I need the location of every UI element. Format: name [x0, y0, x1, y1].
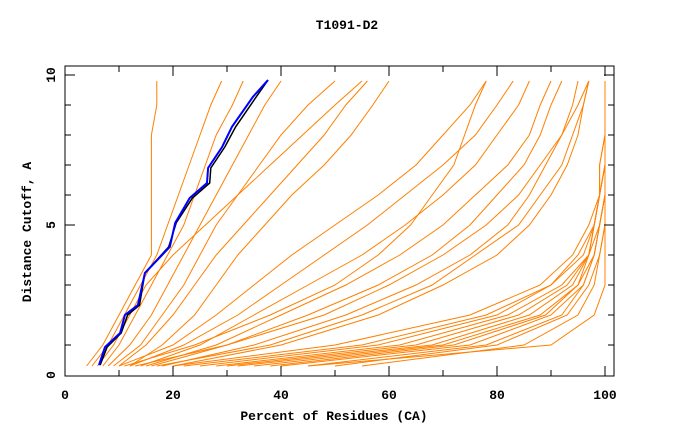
model-curve-2: [102, 80, 244, 367]
y-tick-label: 0: [44, 371, 59, 379]
model-curve-10: [140, 80, 530, 367]
model-curve-8: [118, 80, 487, 367]
y-axis-label: Distance Cutoff, A: [20, 162, 35, 303]
chart-title: T1091-D2: [316, 18, 379, 33]
x-tick-label: 80: [489, 388, 505, 403]
model-curve-16: [135, 80, 590, 367]
x-tick-label: 40: [273, 388, 289, 403]
highlight-curve: [98, 79, 269, 366]
plot-frame: [64, 65, 615, 377]
y-tick-labels: 0 5 10: [44, 67, 59, 379]
model-curve-3: [107, 80, 282, 367]
model-curve-4: [97, 80, 363, 367]
model-curve-7: [129, 80, 390, 367]
model-curve-11: [145, 80, 552, 367]
x-tick-label: 20: [165, 388, 181, 403]
model-curve-14: [172, 80, 590, 367]
model-curve-17: [156, 80, 590, 367]
x-axis-label: Percent of Residues (CA): [240, 409, 427, 424]
x-tick-labels: 0 20 40 60 80 100: [61, 388, 617, 403]
y-tick-label: 10: [44, 67, 59, 83]
model-curve-28: [334, 81, 606, 367]
model-curve-6: [118, 80, 368, 367]
reference-curve: [99, 79, 269, 366]
axis-ticks: [65, 66, 614, 376]
model-curve-24: [253, 81, 606, 367]
model-curve-13: [162, 80, 579, 367]
model-curve-9: [129, 80, 514, 367]
model-curve-26: [280, 81, 606, 367]
model-curve-23: [237, 81, 606, 367]
plot-lines: [86, 79, 606, 367]
x-tick-label: 60: [381, 388, 397, 403]
model-curve-12: [151, 80, 563, 367]
x-tick-label: 0: [61, 388, 69, 403]
model-curve-1: [86, 81, 158, 367]
model-curve-0: [91, 80, 223, 367]
y-tick-label: 5: [44, 221, 59, 229]
model-curve-5: [113, 80, 336, 367]
model-curve-15: [124, 80, 487, 367]
x-tick-label: 100: [593, 388, 617, 403]
